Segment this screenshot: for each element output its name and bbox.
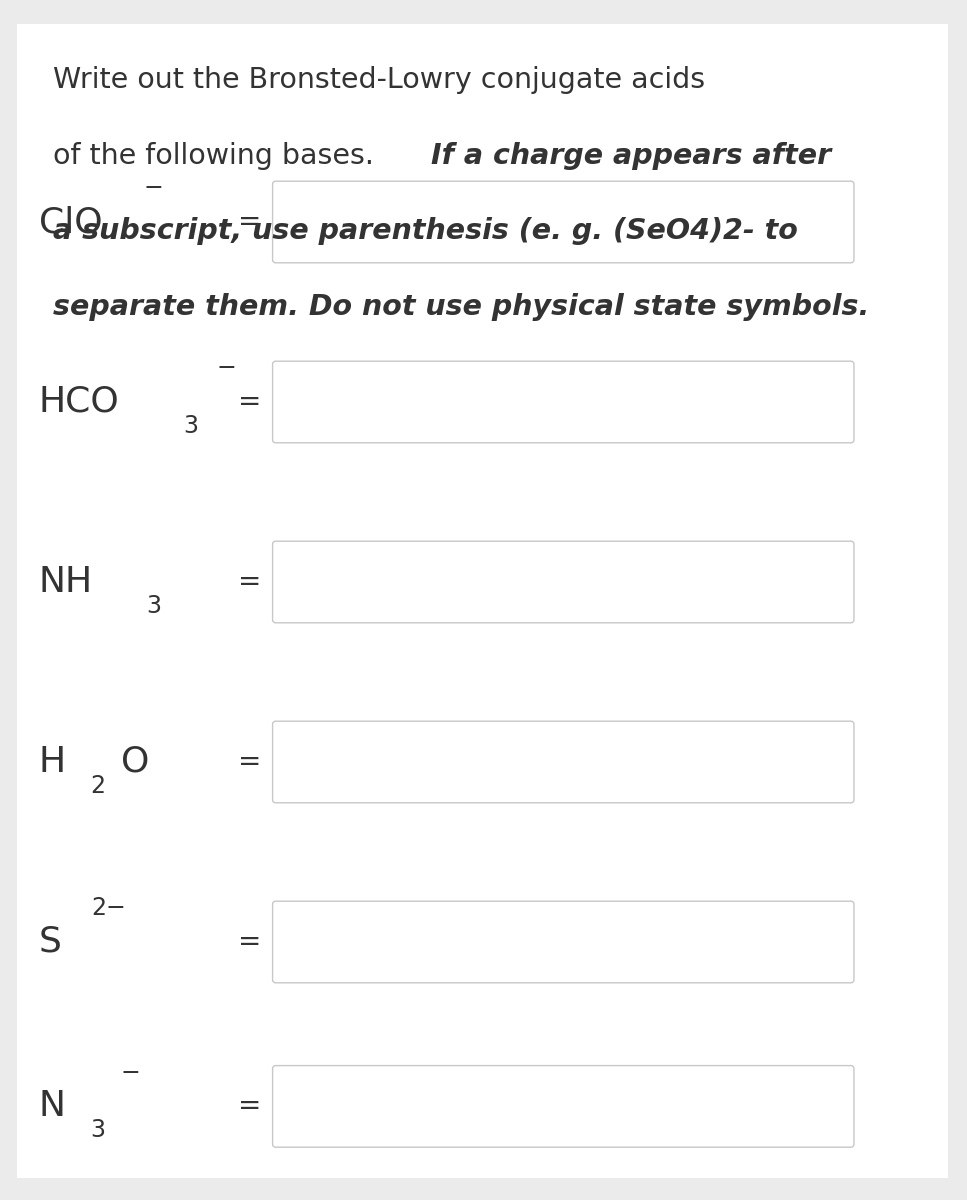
Text: H: H bbox=[39, 745, 66, 779]
FancyBboxPatch shape bbox=[273, 181, 854, 263]
FancyBboxPatch shape bbox=[273, 901, 854, 983]
Text: If a charge appears after: If a charge appears after bbox=[431, 142, 832, 169]
Text: N: N bbox=[39, 1090, 66, 1123]
Text: =: = bbox=[238, 208, 261, 236]
Text: Write out the Bronsted-Lowry conjugate acids: Write out the Bronsted-Lowry conjugate a… bbox=[53, 66, 705, 94]
Text: of the following bases.: of the following bases. bbox=[53, 142, 383, 169]
Text: 3: 3 bbox=[184, 414, 198, 438]
Text: =: = bbox=[238, 1092, 261, 1121]
Text: O: O bbox=[121, 745, 149, 779]
Text: −: − bbox=[217, 356, 236, 380]
Text: NH: NH bbox=[39, 565, 93, 599]
Text: =: = bbox=[238, 928, 261, 956]
FancyBboxPatch shape bbox=[273, 361, 854, 443]
FancyBboxPatch shape bbox=[273, 1066, 854, 1147]
Text: a subscript, use parenthesis (e. g. (SeO4)2- to: a subscript, use parenthesis (e. g. (SeO… bbox=[53, 217, 798, 245]
Text: HCO: HCO bbox=[39, 385, 120, 419]
Text: −: − bbox=[121, 1061, 140, 1085]
Text: −: − bbox=[144, 176, 163, 200]
FancyBboxPatch shape bbox=[273, 721, 854, 803]
Text: 3: 3 bbox=[147, 594, 161, 618]
FancyBboxPatch shape bbox=[273, 541, 854, 623]
Text: 3: 3 bbox=[91, 1118, 105, 1142]
Text: 2: 2 bbox=[91, 774, 105, 798]
Text: S: S bbox=[39, 925, 62, 959]
Text: 2−: 2− bbox=[92, 896, 127, 920]
Text: =: = bbox=[238, 388, 261, 416]
Text: separate them. Do not use physical state symbols.: separate them. Do not use physical state… bbox=[53, 293, 869, 320]
Text: =: = bbox=[238, 748, 261, 776]
Text: ClO: ClO bbox=[39, 205, 103, 239]
Text: =: = bbox=[238, 568, 261, 596]
